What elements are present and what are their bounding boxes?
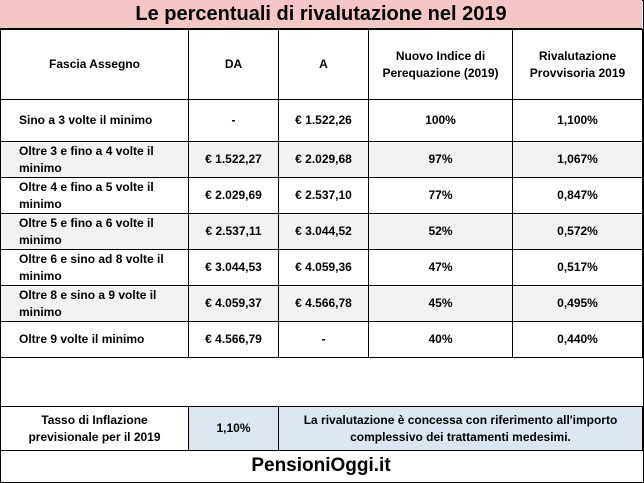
cell-rivalutazione: 0,572% <box>512 213 643 250</box>
cell-a: € 4.566,78 <box>278 285 369 322</box>
cell-rivalutazione: 0,495% <box>512 285 643 322</box>
rivalutazione-note: La rivalutazione è concessa con riferime… <box>278 406 643 451</box>
table-row: Sino a 3 volte il minimo - € 1.522,26 10… <box>0 99 643 142</box>
header-a: A <box>278 29 369 100</box>
cell-da: € 3.044,53 <box>188 249 279 286</box>
footer-table: Tasso di Inflazione previsionale per il … <box>0 406 643 451</box>
cell-rivalutazione: 0,517% <box>512 249 643 286</box>
cell-rivalutazione: 1,067% <box>512 141 643 178</box>
cell-da: € 4.566,79 <box>188 321 279 358</box>
table-row: Oltre 6 e sino ad 8 volte il minimo € 3.… <box>0 249 643 286</box>
cell-rivalutazione: 0,847% <box>512 177 643 214</box>
header-indice: Nuovo Indice di Perequazione (2019) <box>368 29 513 100</box>
cell-a: - <box>278 321 369 358</box>
cell-fascia: Oltre 9 volte il minimo <box>0 321 189 358</box>
cell-indice: 45% <box>368 285 513 322</box>
cell-a: € 2.537,10 <box>278 177 369 214</box>
table-row: Oltre 9 volte il minimo € 4.566,79 - 40%… <box>0 321 643 358</box>
header-fascia: Fascia Assegno <box>0 29 189 100</box>
cell-fascia: Oltre 5 e fino a 6 volte il minimo <box>0 213 189 250</box>
rivalutazione-table: Fascia Assegno DA A Nuovo Indice di Pere… <box>0 29 643 358</box>
cell-indice: 97% <box>368 141 513 178</box>
cell-fascia: Oltre 8 e sino a 9 volte il minimo <box>0 285 189 322</box>
cell-indice: 77% <box>368 177 513 214</box>
cell-da: € 1.522,27 <box>188 141 279 178</box>
table-row: Oltre 3 e fino a 4 volte il minimo € 1.5… <box>0 141 643 178</box>
inflazione-label: Tasso di Inflazione previsionale per il … <box>0 406 189 451</box>
cell-fascia: Oltre 6 e sino ad 8 volte il minimo <box>0 249 189 286</box>
cell-a: € 1.522,26 <box>278 99 369 142</box>
cell-da: € 2.029,69 <box>188 177 279 214</box>
cell-rivalutazione: 0,440% <box>512 321 643 358</box>
brand-logo-text: PensioniOggi.it <box>251 455 391 476</box>
cell-indice: 100% <box>368 99 513 142</box>
cell-indice: 47% <box>368 249 513 286</box>
cell-indice: 40% <box>368 321 513 358</box>
header-rivalutazione: Rivalutazione Provvisoria 2019 <box>512 29 643 100</box>
table-row: Oltre 4 e fino a 5 volte il minimo € 2.0… <box>0 177 643 214</box>
header-row: Fascia Assegno DA A Nuovo Indice di Pere… <box>0 29 643 100</box>
cell-a: € 2.029,68 <box>278 141 369 178</box>
cell-fascia: Sino a 3 volte il minimo <box>0 99 189 142</box>
cell-da: € 2.537,11 <box>188 213 279 250</box>
table-row: Oltre 8 e sino a 9 volte il minimo € 4.0… <box>0 285 643 322</box>
cell-a: € 3.044,52 <box>278 213 369 250</box>
cell-fascia: Oltre 3 e fino a 4 volte il minimo <box>0 141 189 178</box>
cell-a: € 4.059,36 <box>278 249 369 286</box>
cell-da: € 4.059,37 <box>188 285 279 322</box>
cell-fascia: Oltre 4 e fino a 5 volte il minimo <box>0 177 189 214</box>
page-title: Le percentuali di rivalutazione nel 2019 <box>0 0 642 29</box>
cell-rivalutazione: 1,100% <box>512 99 643 142</box>
cell-da: - <box>188 99 279 142</box>
inflazione-value: 1,10% <box>188 406 279 451</box>
footer-row: Tasso di Inflazione previsionale per il … <box>0 406 643 451</box>
cell-indice: 52% <box>368 213 513 250</box>
header-da: DA <box>188 29 279 100</box>
table-row: Oltre 5 e fino a 6 volte il minimo € 2.5… <box>0 213 643 250</box>
